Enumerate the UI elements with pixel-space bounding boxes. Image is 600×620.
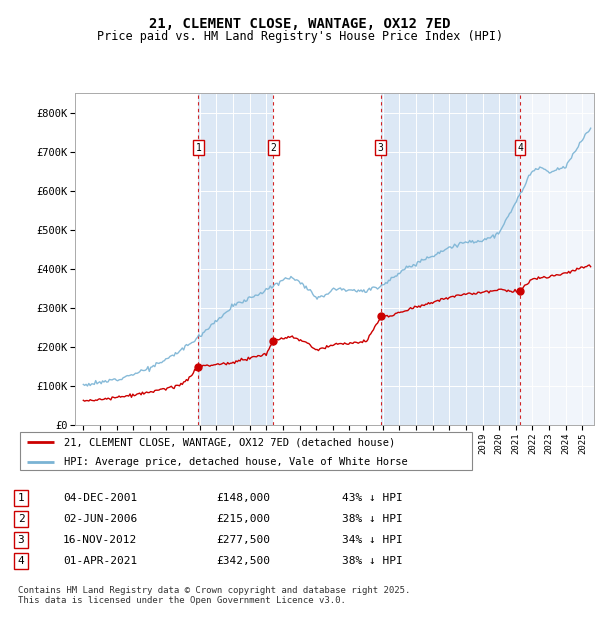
Text: 43% ↓ HPI: 43% ↓ HPI <box>342 493 403 503</box>
Bar <box>381 93 520 425</box>
Bar <box>520 93 594 425</box>
Text: Price paid vs. HM Land Registry's House Price Index (HPI): Price paid vs. HM Land Registry's House … <box>97 30 503 43</box>
Text: £148,000: £148,000 <box>216 493 270 503</box>
Text: 3: 3 <box>17 535 25 545</box>
Text: £342,500: £342,500 <box>216 556 270 566</box>
Text: 2: 2 <box>271 143 276 153</box>
Text: 02-JUN-2006: 02-JUN-2006 <box>63 514 137 524</box>
Text: 21, CLEMENT CLOSE, WANTAGE, OX12 7ED (detached house): 21, CLEMENT CLOSE, WANTAGE, OX12 7ED (de… <box>64 437 395 447</box>
Bar <box>199 93 273 425</box>
Text: 01-APR-2021: 01-APR-2021 <box>63 556 137 566</box>
Bar <box>273 93 381 425</box>
Text: 1: 1 <box>17 493 25 503</box>
Text: 4: 4 <box>517 143 523 153</box>
Text: 38% ↓ HPI: 38% ↓ HPI <box>342 514 403 524</box>
Text: 34% ↓ HPI: 34% ↓ HPI <box>342 535 403 545</box>
Text: Contains HM Land Registry data © Crown copyright and database right 2025.
This d: Contains HM Land Registry data © Crown c… <box>18 586 410 605</box>
Text: 4: 4 <box>17 556 25 566</box>
Bar <box>75 93 199 425</box>
Text: 21, CLEMENT CLOSE, WANTAGE, OX12 7ED: 21, CLEMENT CLOSE, WANTAGE, OX12 7ED <box>149 17 451 32</box>
Text: 38% ↓ HPI: 38% ↓ HPI <box>342 556 403 566</box>
Text: HPI: Average price, detached house, Vale of White Horse: HPI: Average price, detached house, Vale… <box>64 457 407 467</box>
FancyBboxPatch shape <box>20 432 472 471</box>
Text: £215,000: £215,000 <box>216 514 270 524</box>
Text: 16-NOV-2012: 16-NOV-2012 <box>63 535 137 545</box>
Text: 04-DEC-2001: 04-DEC-2001 <box>63 493 137 503</box>
Text: 1: 1 <box>196 143 202 153</box>
Text: 3: 3 <box>378 143 383 153</box>
Text: £277,500: £277,500 <box>216 535 270 545</box>
Text: 2: 2 <box>17 514 25 524</box>
